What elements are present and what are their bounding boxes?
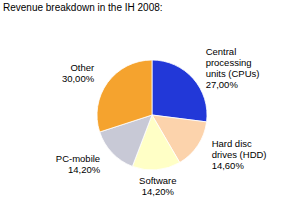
category-label: Hard discdrives (HDD)	[212, 138, 267, 160]
data-label: 30,00%	[62, 73, 95, 84]
category-label: PC-mobile	[56, 153, 100, 164]
category-label: Other	[70, 62, 94, 73]
category-label-line: units (CPUs)	[206, 68, 260, 79]
labels: Centralprocessingunits (CPUs)27,00% Hard …	[56, 46, 267, 198]
data-label: 14,60%	[212, 160, 245, 171]
category-label-line: Other	[70, 62, 94, 73]
category-label-line: Central	[206, 46, 237, 57]
category-label-line: Hard disc	[212, 138, 252, 149]
title: Revenue breakdown in the IH 2008:	[3, 2, 163, 13]
category-label: Centralprocessingunits (CPUs)	[206, 46, 260, 79]
data-label: 14,20%	[68, 164, 101, 175]
data-label: 14,20%	[142, 186, 175, 197]
pie-slice	[152, 60, 207, 122]
pie-slice	[97, 60, 152, 132]
category-label-line: PC-mobile	[56, 153, 100, 164]
category-label-line: processing	[206, 57, 252, 68]
pie	[97, 60, 207, 170]
category-label-line: Software	[139, 175, 177, 186]
category-label: Software	[139, 175, 177, 186]
chart: Revenue breakdown in the IH 2008: Central…	[0, 0, 302, 208]
category-label-line: drives (HDD)	[212, 149, 267, 160]
data-label: 27,00%	[206, 79, 239, 90]
